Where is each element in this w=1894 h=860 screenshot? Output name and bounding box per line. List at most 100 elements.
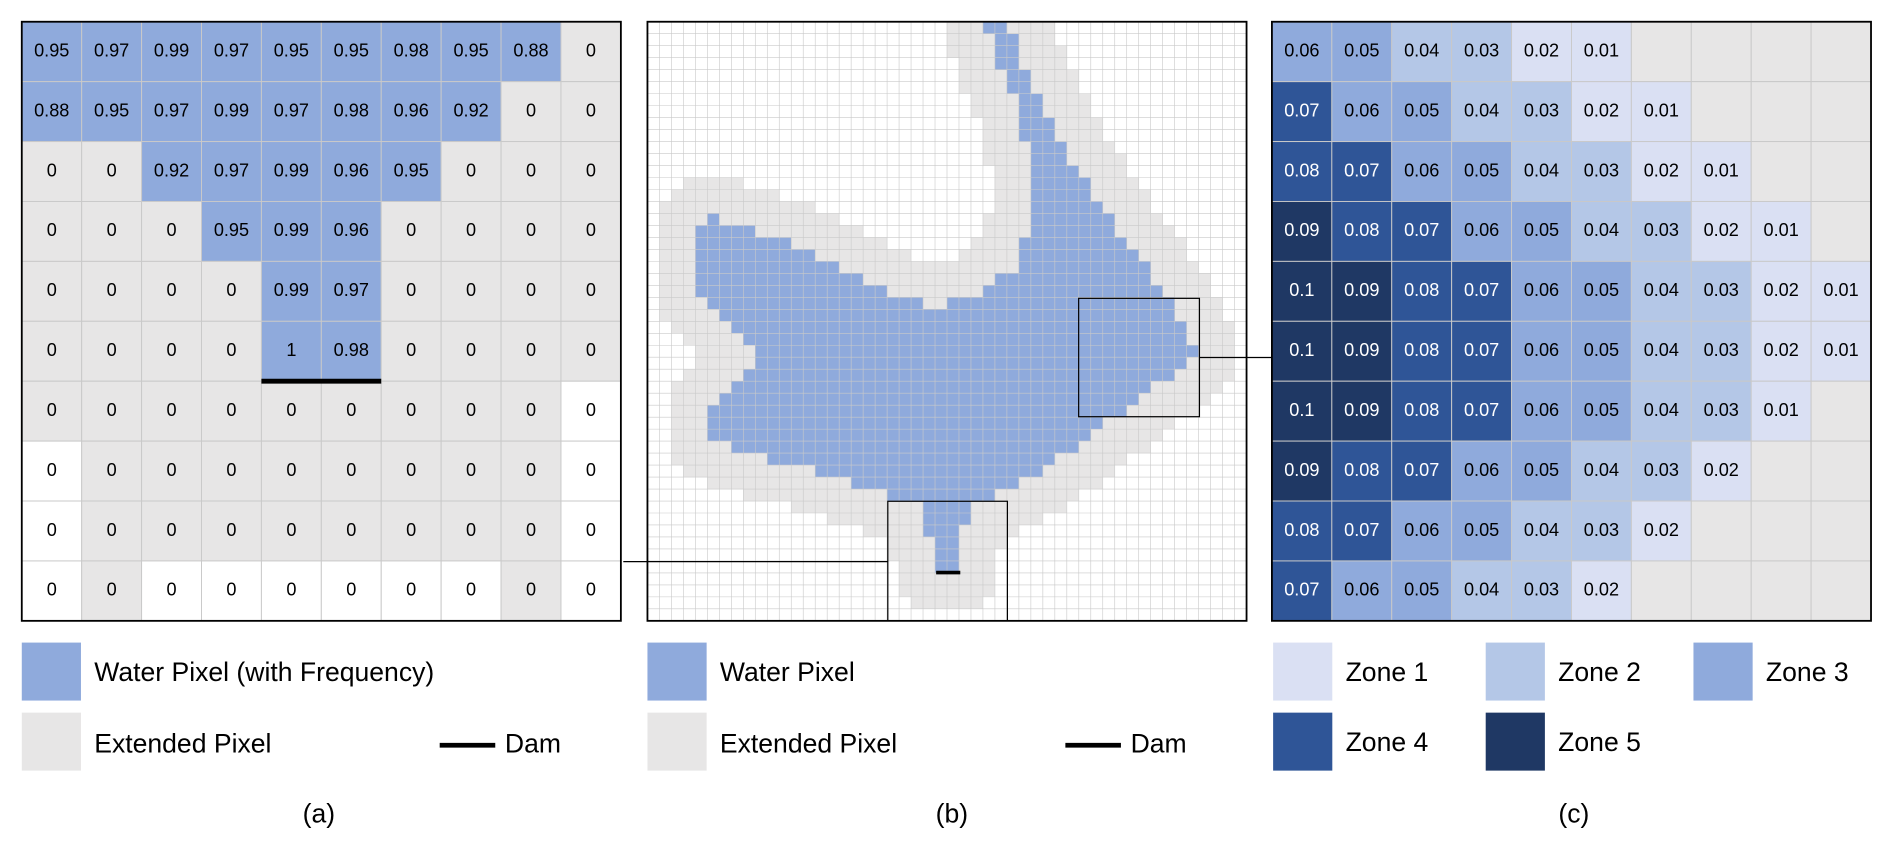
extended-pixel: [1174, 393, 1187, 406]
extended-pixel: [1066, 117, 1079, 130]
extended-pixel: [947, 21, 959, 34]
water-pixel: [1042, 141, 1055, 154]
extended-pixel: [1030, 69, 1043, 82]
extended-pixel: [671, 429, 684, 442]
pixel-cell: [440, 440, 502, 502]
pixel-value: 0: [526, 400, 536, 420]
water-pixel: [1174, 333, 1187, 346]
water-pixel: [743, 405, 756, 418]
zone-value: 0.06: [1404, 160, 1439, 180]
zone-value: 0.08: [1284, 160, 1319, 180]
legend-label: Dam: [505, 728, 561, 758]
pixel-value: 0: [107, 340, 117, 360]
water-pixel: [1042, 405, 1055, 418]
water-pixel: [743, 381, 756, 394]
pixel-value: 0.95: [34, 40, 69, 60]
water-pixel: [911, 489, 924, 502]
pixel-cell: [21, 141, 83, 202]
water-pixel: [970, 441, 983, 454]
pixel-value: 0: [586, 520, 596, 540]
extended-pixel: [683, 249, 696, 262]
pixel-value: 0: [466, 340, 476, 360]
water-pixel: [1078, 213, 1091, 226]
legend-swatch: [647, 712, 707, 771]
water-pixel: [743, 309, 756, 322]
water-pixel: [935, 369, 947, 382]
extended-pixel: [970, 501, 983, 514]
water-pixel: [994, 381, 1007, 394]
zone-value: 0.06: [1344, 100, 1379, 120]
extended-pixel: [994, 513, 1007, 525]
extended-pixel: [970, 33, 983, 46]
zone-cell: [1690, 21, 1752, 83]
extended-pixel: [982, 548, 995, 561]
extended-pixel: [719, 201, 732, 214]
pixel-value: 0.99: [274, 220, 309, 240]
extended-pixel: [1138, 417, 1151, 430]
pixel-value: 0: [47, 280, 57, 300]
water-pixel: [1102, 357, 1115, 370]
water-pixel: [923, 513, 936, 525]
extended-pixel: [731, 453, 744, 466]
extended-pixel: [982, 560, 995, 573]
extended-pixel: [923, 285, 936, 298]
extended-pixel: [875, 501, 888, 514]
water-pixel: [1042, 417, 1055, 430]
water-pixel: [1030, 297, 1043, 310]
water-pixel: [887, 357, 900, 370]
water-pixel: [719, 237, 732, 250]
pixel-value: 0.98: [394, 40, 429, 60]
water-pixel: [1006, 429, 1019, 442]
zone-cell: [1810, 21, 1872, 83]
extended-pixel: [1006, 201, 1019, 214]
water-pixel: [863, 321, 876, 334]
zone-cell: [1511, 380, 1572, 442]
extended-pixel: [803, 213, 816, 226]
water-pixel: [970, 465, 983, 478]
extended-pixel: [982, 57, 995, 70]
water-pixel: [1150, 297, 1163, 310]
water-pixel: [1078, 405, 1091, 418]
zone-value: 0.02: [1644, 160, 1679, 180]
extended-pixel: [731, 477, 744, 490]
extended-pixel: [958, 57, 971, 70]
water-pixel: [767, 441, 780, 454]
water-pixel: [1006, 297, 1019, 310]
water-pixel: [1006, 81, 1019, 94]
water-pixel: [958, 441, 971, 454]
water-pixel: [1054, 309, 1067, 322]
extended-pixel: [1174, 261, 1187, 274]
extended-pixel: [1078, 93, 1091, 106]
zone-value: 0.08: [1344, 220, 1379, 240]
extended-pixel: [671, 405, 684, 418]
extended-pixel: [887, 285, 900, 298]
zone-cell: [1810, 260, 1872, 322]
water-pixel: [779, 429, 792, 442]
water-pixel: [791, 273, 804, 286]
pixel-value: 0: [466, 580, 476, 600]
pixel-cell: [260, 440, 322, 502]
extended-pixel: [982, 105, 995, 118]
water-pixel: [1078, 357, 1091, 370]
water-pixel: [1054, 297, 1067, 310]
water-pixel: [1090, 345, 1103, 358]
extended-pixel: [1186, 333, 1199, 346]
legend-swatch: [1273, 642, 1333, 701]
extended-pixel: [851, 501, 864, 514]
extended-pixel: [1222, 357, 1235, 370]
extended-pixel: [695, 465, 708, 478]
water-pixel: [1066, 369, 1079, 382]
extended-pixel: [719, 189, 732, 202]
water-pixel: [1042, 273, 1055, 286]
water-pixel: [1030, 273, 1043, 286]
water-pixel: [958, 453, 971, 466]
water-pixel: [803, 285, 816, 298]
water-pixel: [755, 285, 768, 298]
water-pixel: [970, 393, 983, 406]
water-pixel: [863, 357, 876, 370]
pixel-value: 0: [167, 580, 177, 600]
pixel-value: 0: [406, 520, 416, 540]
extended-pixel: [911, 273, 924, 286]
extended-pixel: [1162, 405, 1175, 418]
caption: (b): [936, 798, 968, 828]
